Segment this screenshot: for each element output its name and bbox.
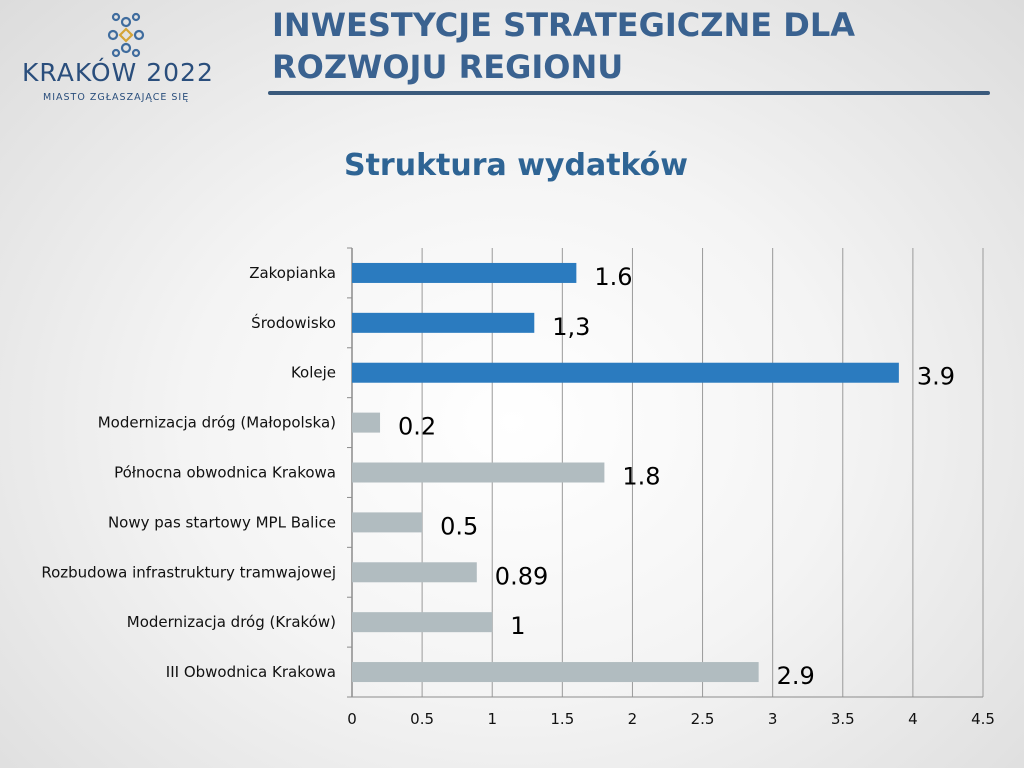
snowflake-emblem-icon (107, 12, 145, 58)
data-label: 0.89 (495, 562, 548, 590)
x-tick-label: 2 (628, 710, 638, 728)
data-label: 1.8 (622, 463, 660, 491)
bar (352, 362, 899, 383)
category-label: III Obwodnica Krakowa (166, 663, 336, 681)
title-divider (268, 91, 990, 95)
logo-name: KRAKÓW 2022 (22, 58, 214, 87)
x-tick-label: 3 (768, 710, 778, 728)
data-label: 1 (510, 612, 525, 640)
data-label: 0.2 (398, 413, 436, 441)
x-tick-label: 1.5 (550, 710, 574, 728)
category-label: Koleje (291, 364, 336, 382)
chart-data-labels: 1.61,3 3.9 0.2 1.8 0.5 0.89 1 2.9 (398, 263, 955, 690)
category-label: Środowisko (251, 313, 336, 332)
x-tick-label: 2.5 (691, 710, 715, 728)
category-label: Modernizacja dróg (Małopolska) (98, 414, 336, 432)
category-label: Północna obwodnica Krakowa (114, 464, 336, 482)
bar (352, 662, 759, 683)
category-label: Zakopianka (249, 264, 336, 282)
x-tick-label: 4.5 (971, 710, 995, 728)
data-label: 0.5 (440, 512, 478, 540)
data-label: 1.6 (594, 263, 632, 291)
x-tick-label: 3.5 (831, 710, 855, 728)
chart-x-tick-labels: 0 0.5 1 1.5 2 2.5 3 3.5 4 4.5 (347, 710, 995, 728)
chart-bars (352, 262, 899, 683)
data-label: 2.9 (777, 662, 815, 690)
bar (352, 312, 535, 333)
bar (352, 512, 423, 533)
slide-title: INWESTYCJE STRATEGICZNE DLA ROZWOJU REGI… (272, 6, 855, 86)
bar (352, 562, 477, 583)
logo: KRAKÓW 2022 MIASTO ZGŁASZAJĄCE SIĘ (0, 0, 255, 120)
chart-category-labels: Zakopianka Środowisko Koleje Modernizacja d… (41, 264, 336, 681)
x-tick-label: 0 (347, 710, 357, 728)
logo-tagline: MIASTO ZGŁASZAJĄCE SIĘ (43, 92, 190, 103)
bar (352, 612, 493, 633)
data-label: 3.9 (917, 363, 955, 391)
bar (352, 462, 605, 483)
x-tick-label: 4 (908, 710, 918, 728)
data-label: 1,3 (552, 313, 590, 341)
category-label: Rozbudowa infrastruktury tramwajowej (41, 563, 336, 581)
bar (352, 262, 577, 283)
bar (352, 412, 381, 433)
x-tick-label: 1 (487, 710, 497, 728)
x-tick-label: 0.5 (410, 710, 434, 728)
category-label: Nowy pas startowy MPL Balice (108, 513, 336, 531)
category-label: Modernizacja dróg (Kraków) (127, 613, 336, 631)
chart-title: Struktura wydatków (343, 148, 689, 183)
